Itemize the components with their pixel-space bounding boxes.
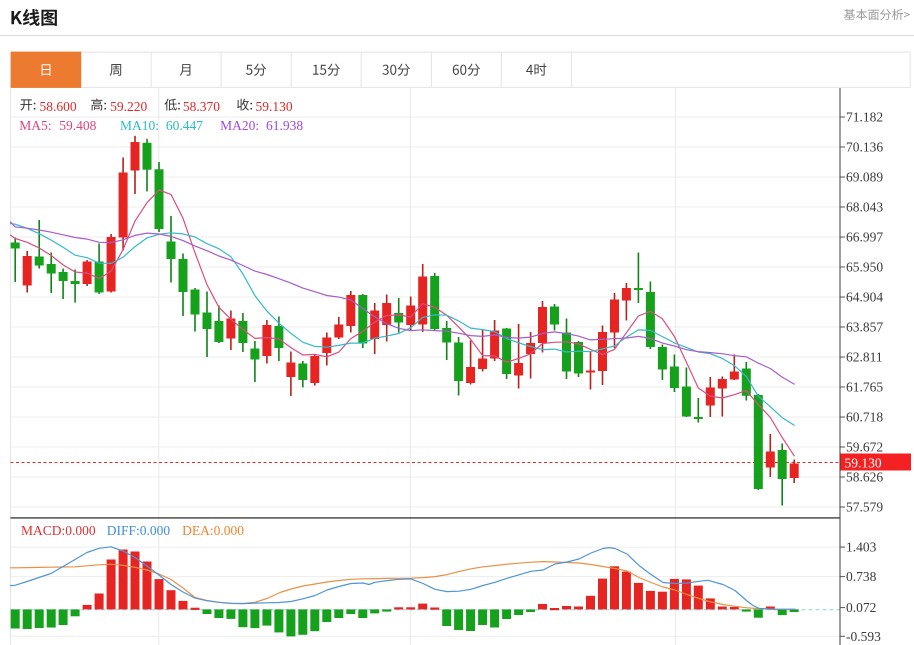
svg-text:66.997: 66.997 [846,230,883,245]
svg-text:68.043: 68.043 [846,200,883,215]
svg-text:57.579: 57.579 [846,500,883,515]
svg-text:59.130: 59.130 [845,455,882,470]
svg-text:58.626: 58.626 [846,470,883,485]
svg-text:0.738: 0.738 [846,569,877,584]
svg-text:65.950: 65.950 [846,260,883,275]
svg-text:59.672: 59.672 [846,440,883,455]
svg-text:1.403: 1.403 [846,540,877,555]
svg-text:61.765: 61.765 [846,380,883,395]
svg-text:-0.593: -0.593 [846,629,881,644]
svg-text:70.136: 70.136 [846,140,883,155]
svg-text:64.904: 64.904 [846,290,883,305]
svg-text:63.857: 63.857 [846,320,883,335]
svg-text:0.072: 0.072 [846,600,876,615]
svg-text:71.182: 71.182 [846,110,883,125]
svg-text:69.089: 69.089 [846,170,883,185]
svg-text:62.811: 62.811 [846,350,883,365]
svg-text:60.718: 60.718 [846,410,883,425]
